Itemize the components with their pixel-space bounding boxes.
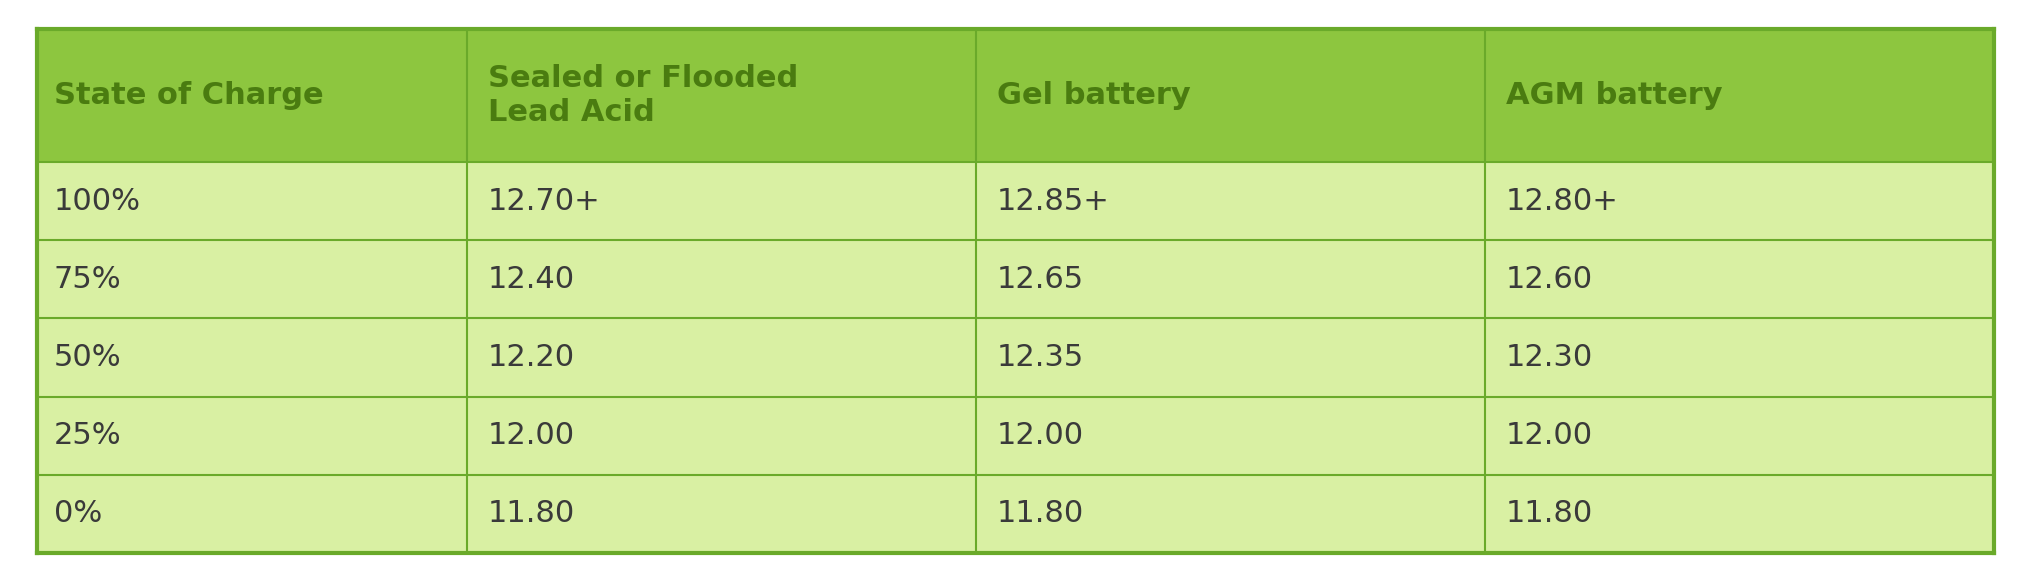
Text: 12.20: 12.20 xyxy=(487,343,574,372)
Text: 25%: 25% xyxy=(53,421,122,450)
Bar xyxy=(467,241,976,319)
Bar xyxy=(37,397,467,475)
Bar xyxy=(1484,319,1993,397)
Text: 75%: 75% xyxy=(53,265,122,294)
Bar xyxy=(976,241,1484,319)
Bar xyxy=(467,319,976,397)
Bar xyxy=(1484,397,1993,475)
Text: 12.30: 12.30 xyxy=(1504,343,1592,372)
Text: 11.80: 11.80 xyxy=(487,499,574,528)
Bar xyxy=(467,475,976,553)
Text: 12.35: 12.35 xyxy=(997,343,1084,372)
Text: 100%: 100% xyxy=(53,187,140,216)
Bar xyxy=(467,28,976,162)
Text: 11.80: 11.80 xyxy=(997,499,1084,528)
Text: 12.65: 12.65 xyxy=(997,265,1084,294)
Bar xyxy=(1484,241,1993,319)
Bar xyxy=(1484,475,1993,553)
Text: State of Charge: State of Charge xyxy=(53,81,323,110)
Text: 12.85+: 12.85+ xyxy=(997,187,1108,216)
Text: 50%: 50% xyxy=(53,343,122,372)
Bar xyxy=(1484,28,1993,162)
Bar xyxy=(37,319,467,397)
Bar xyxy=(976,319,1484,397)
Bar xyxy=(467,397,976,475)
Text: 12.00: 12.00 xyxy=(1504,421,1592,450)
Text: Sealed or Flooded
Lead Acid: Sealed or Flooded Lead Acid xyxy=(487,64,798,127)
Text: 0%: 0% xyxy=(53,499,102,528)
Bar xyxy=(976,397,1484,475)
Bar xyxy=(37,241,467,319)
Text: Gel battery: Gel battery xyxy=(997,81,1190,110)
Bar xyxy=(37,162,467,241)
Bar xyxy=(1484,162,1993,241)
Text: 12.80+: 12.80+ xyxy=(1504,187,1618,216)
Text: AGM battery: AGM battery xyxy=(1504,81,1721,110)
Text: 12.70+: 12.70+ xyxy=(487,187,601,216)
Text: 12.40: 12.40 xyxy=(487,265,574,294)
Bar xyxy=(467,162,976,241)
Text: 12.60: 12.60 xyxy=(1504,265,1592,294)
Bar xyxy=(976,162,1484,241)
Bar xyxy=(976,28,1484,162)
Text: 12.00: 12.00 xyxy=(487,421,574,450)
Bar xyxy=(37,475,467,553)
Bar xyxy=(976,475,1484,553)
Text: 11.80: 11.80 xyxy=(1504,499,1592,528)
Bar xyxy=(37,28,467,162)
Text: 12.00: 12.00 xyxy=(997,421,1084,450)
